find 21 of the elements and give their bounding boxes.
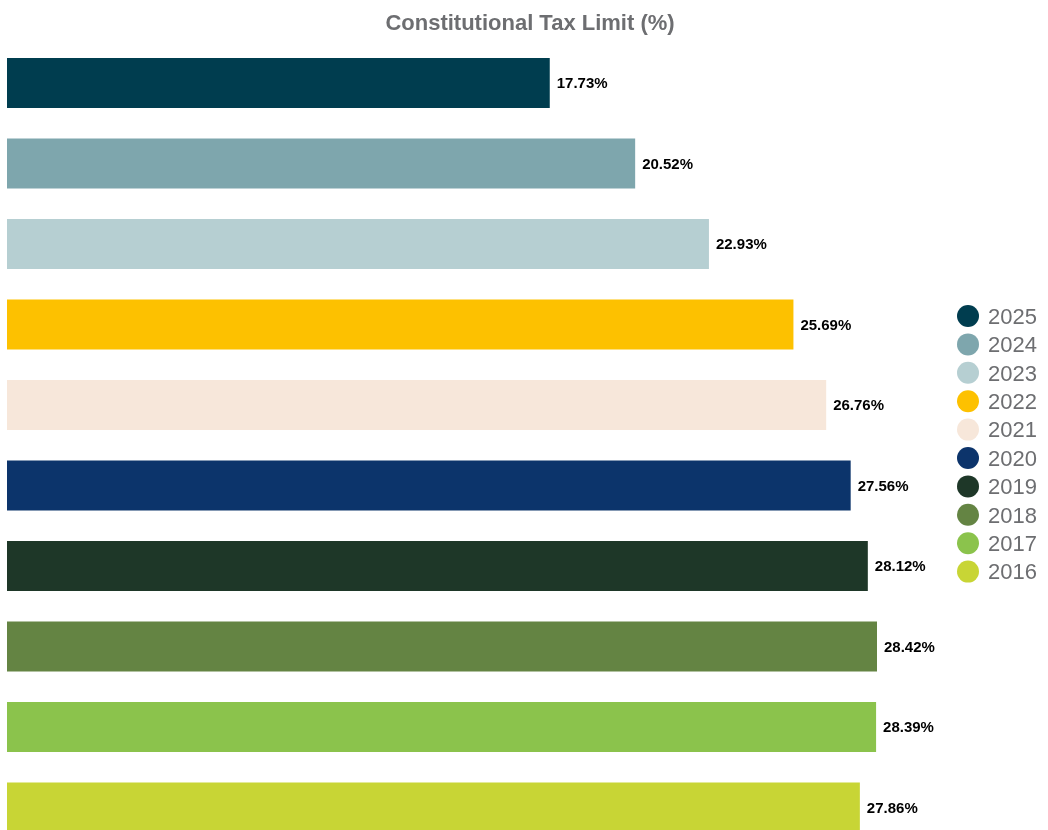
- data-label: 17.73%: [556, 74, 608, 92]
- data-label: 28.39%: [883, 718, 934, 736]
- data-label: 27.56%: [857, 476, 909, 494]
- data-label: 27.86%: [866, 798, 918, 816]
- legend-label: 2022: [988, 388, 1037, 414]
- legend-label: 2025: [988, 303, 1037, 329]
- data-label: 25.69%: [800, 315, 852, 333]
- data-label: 22.93%: [715, 235, 767, 253]
- legend-label: 2023: [988, 360, 1037, 386]
- data-label: 26.76%: [833, 396, 885, 414]
- data-label: 28.42%: [884, 637, 935, 655]
- legend-label: 2016: [988, 559, 1037, 585]
- legend-label: 2021: [988, 417, 1037, 443]
- legend-label: 2020: [988, 445, 1037, 471]
- legend-label: 2018: [988, 502, 1037, 528]
- data-label: 28.12%: [874, 557, 926, 575]
- legend-label: 2017: [988, 530, 1037, 556]
- legend-label: 2019: [988, 474, 1037, 500]
- data-label: 20.52%: [642, 154, 694, 172]
- chart-title: Constitutional Tax Limit (%): [385, 10, 675, 35]
- legend-label: 2024: [988, 332, 1037, 358]
